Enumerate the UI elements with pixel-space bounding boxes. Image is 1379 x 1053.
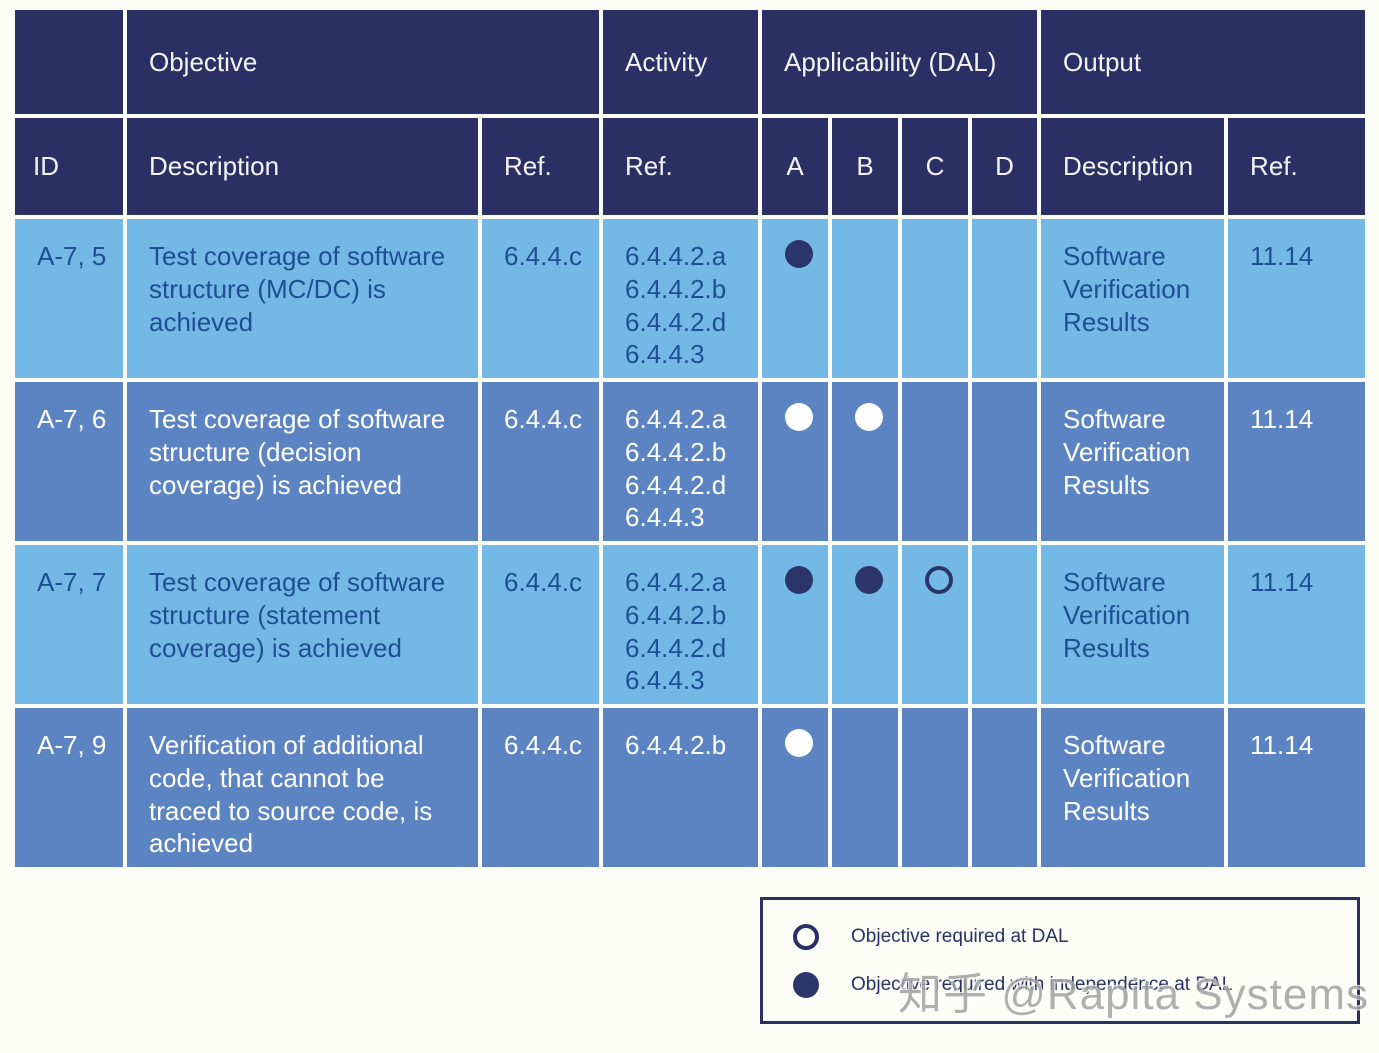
- table-row: A-7, 6 Test coverage of software structur…: [11, 378, 1370, 545]
- filled-circle-icon: [855, 566, 884, 594]
- filled-circle-icon: [785, 403, 814, 431]
- legend: Objective required at DAL Objective requi…: [760, 897, 1360, 1024]
- activity-ref-line: 6.4.4.2.d: [625, 469, 727, 500]
- objective-description: Verification of additional code, that ca…: [123, 704, 482, 871]
- row-id: A-7, 9: [11, 704, 127, 871]
- row-id: A-7, 6: [11, 378, 127, 545]
- objective-ref: 6.4.4.c: [477, 215, 604, 382]
- row-id: A-7, 5: [11, 215, 127, 382]
- output-description: Software Verification Results: [1037, 215, 1229, 382]
- dal-c-cell: [898, 541, 973, 708]
- activity-ref-line: 6.4.4.3: [625, 665, 705, 696]
- table-row: A-7, 5 Test coverage of software structur…: [11, 215, 1370, 382]
- col-header-output-ref: Ref.: [1224, 114, 1370, 219]
- col-header-dal-b: B: [828, 114, 903, 219]
- output-ref: 11.14: [1224, 541, 1370, 708]
- legend-item: Objective required with independence at …: [793, 971, 1357, 998]
- dal-d-cell: [968, 541, 1042, 708]
- table-row: A-7, 7 Test coverage of software structur…: [11, 541, 1370, 708]
- dal-a-cell: [758, 704, 833, 871]
- legend-item: Objective required at DAL: [793, 923, 1357, 950]
- filled-circle-icon: [855, 403, 884, 431]
- output-ref: 11.14: [1224, 215, 1370, 382]
- dal-d-cell: [968, 704, 1042, 871]
- activity-ref-line: 6.4.4.3: [625, 339, 705, 370]
- objective-ref: 6.4.4.c: [477, 378, 604, 545]
- header-group-applicability-dal: Applicability (DAL): [758, 6, 1042, 118]
- open-circle-icon: [793, 923, 819, 950]
- objective-description: Test coverage of software structure (dec…: [123, 378, 482, 545]
- objective-description: Test coverage of software structure (MC/…: [123, 215, 482, 382]
- dal-b-cell: [828, 215, 903, 382]
- activity-ref-line: 6.4.4.2.b: [625, 273, 727, 304]
- output-ref: 11.14: [1224, 704, 1370, 871]
- activity-ref-line: 6.4.4.2.a: [625, 404, 727, 434]
- column-header-row: ID Description Ref. Ref. A B C D Descrip…: [11, 114, 1370, 219]
- table-row: A-7, 9 Verification of additional code, t…: [11, 704, 1370, 871]
- dal-c-cell: [898, 378, 973, 545]
- col-header-objective-ref: Ref.: [477, 114, 604, 219]
- dal-b-cell: [828, 378, 903, 545]
- legend-label: Objective required with independence at …: [851, 973, 1233, 995]
- legend-label: Objective required at DAL: [851, 925, 1069, 947]
- activity-ref-line: 6.4.4.2.b: [625, 730, 727, 760]
- header-group-row: Objective Activity Applicability (DAL) O…: [11, 6, 1370, 118]
- header-group-blank: [11, 6, 127, 118]
- open-circle-icon: [925, 566, 954, 594]
- col-header-activity-ref: Ref.: [599, 114, 763, 219]
- col-header-objective-description: Description: [123, 114, 482, 219]
- table-header: Objective Activity Applicability (DAL) O…: [11, 6, 1370, 219]
- activity-refs: 6.4.4.2.a 6.4.4.2.b 6.4.4.2.d 6.4.4.3: [599, 541, 763, 708]
- activity-refs: 6.4.4.2.b: [599, 704, 763, 871]
- dal-c-cell: [898, 215, 973, 382]
- filled-circle-icon: [785, 729, 814, 757]
- dal-a-cell: [758, 378, 833, 545]
- objective-ref: 6.4.4.c: [477, 704, 604, 871]
- filled-circle-icon: [785, 240, 814, 268]
- activity-ref-line: 6.4.4.2.b: [625, 599, 727, 630]
- col-header-id: ID: [11, 114, 127, 219]
- output-ref: 11.14: [1224, 378, 1370, 545]
- header-group-activity: Activity: [599, 6, 763, 118]
- filled-circle-icon: [793, 971, 819, 998]
- col-header-dal-d: D: [968, 114, 1042, 219]
- header-group-output: Output: [1037, 6, 1370, 118]
- output-description: Software Verification Results: [1037, 704, 1229, 871]
- activity-ref-line: 6.4.4.2.d: [625, 306, 727, 337]
- col-header-dal-a: A: [758, 114, 833, 219]
- objective-ref: 6.4.4.c: [477, 541, 604, 708]
- dal-b-cell: [828, 704, 903, 871]
- output-description: Software Verification Results: [1037, 378, 1229, 545]
- col-header-output-description: Description: [1037, 114, 1229, 219]
- dal-d-cell: [968, 215, 1042, 382]
- table-body: A-7, 5 Test coverage of software structur…: [11, 215, 1370, 871]
- output-description: Software Verification Results: [1037, 541, 1229, 708]
- activity-refs: 6.4.4.2.a 6.4.4.2.b 6.4.4.2.d 6.4.4.3: [599, 215, 763, 382]
- activity-refs: 6.4.4.2.a 6.4.4.2.b 6.4.4.2.d 6.4.4.3: [599, 378, 763, 545]
- header-group-objective: Objective: [122, 6, 604, 118]
- activity-ref-line: 6.4.4.2.a: [625, 567, 727, 597]
- activity-ref-line: 6.4.4.2.a: [625, 241, 727, 271]
- dal-b-cell: [828, 541, 903, 708]
- activity-ref-line: 6.4.4.2.d: [625, 632, 727, 663]
- objective-description: Test coverage of software structure (sta…: [123, 541, 482, 708]
- objectives-table: Objective Activity Applicability (DAL) O…: [11, 6, 1370, 871]
- dal-d-cell: [968, 378, 1042, 545]
- dal-a-cell: [758, 541, 833, 708]
- col-header-dal-c: C: [898, 114, 973, 219]
- dal-a-cell: [758, 215, 833, 382]
- filled-circle-icon: [785, 566, 814, 594]
- row-id: A-7, 7: [11, 541, 127, 708]
- activity-ref-line: 6.4.4.2.b: [625, 436, 727, 467]
- activity-ref-line: 6.4.4.3: [625, 502, 705, 533]
- dal-c-cell: [898, 704, 973, 871]
